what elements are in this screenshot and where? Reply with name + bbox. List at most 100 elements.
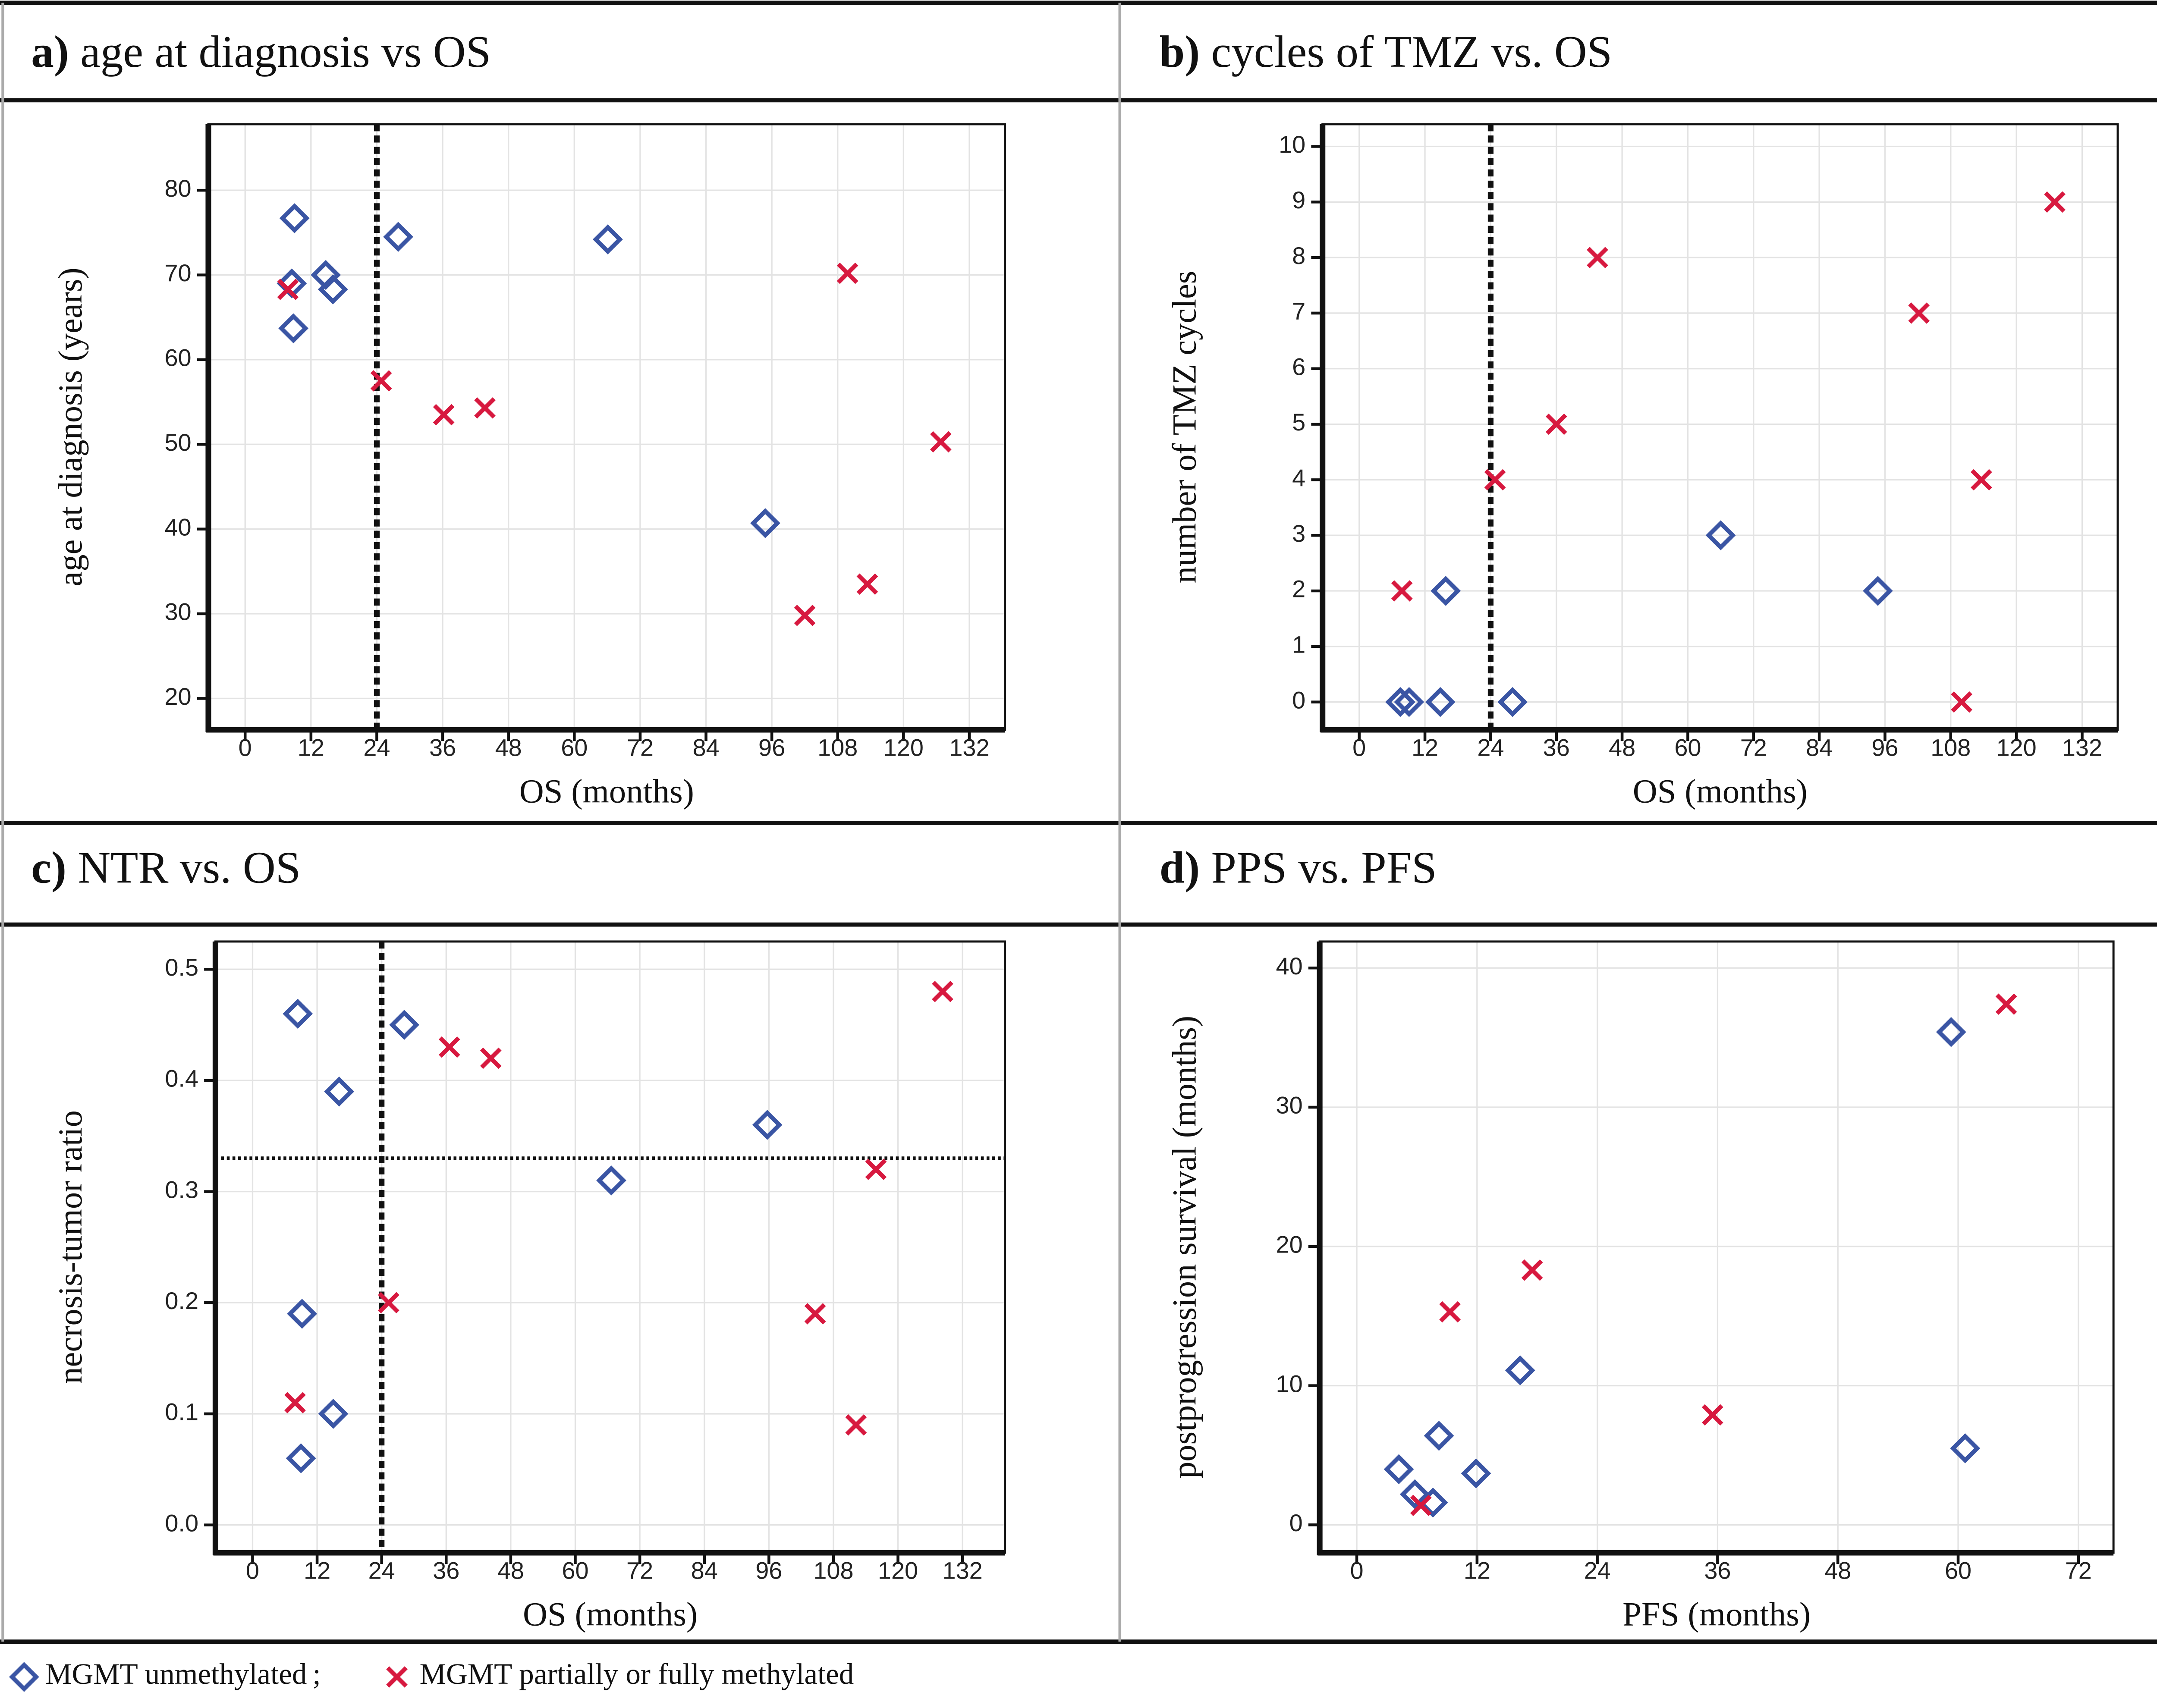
x-tick-label: 96 xyxy=(758,735,785,761)
x-tick-label: 12 xyxy=(298,735,324,761)
diamond-point xyxy=(750,508,780,538)
diamond-point xyxy=(1497,687,1528,717)
diamond-point xyxy=(287,1299,318,1329)
cross-point xyxy=(1410,1494,1432,1516)
x-tick-label: 120 xyxy=(884,735,924,761)
y-tick-label: 1 xyxy=(1292,631,1305,658)
cross-point xyxy=(1484,469,1506,491)
diamond-point xyxy=(279,203,310,233)
diamond-point xyxy=(1863,576,1893,606)
diamond-point xyxy=(1936,1017,1966,1047)
title-text: NTR vs. OS xyxy=(78,842,301,893)
diamond-point xyxy=(283,998,313,1029)
panel-label: d) xyxy=(1160,842,1200,893)
diamond-point xyxy=(1383,1454,1414,1485)
title-text: age at diagnosis vs OS xyxy=(80,26,491,77)
diamond-point xyxy=(318,274,348,305)
x-tick-label: 36 xyxy=(433,1557,459,1584)
y-tick-label: 7 xyxy=(1292,298,1305,325)
y-tick-label: 30 xyxy=(1276,1092,1303,1119)
cross-point xyxy=(1701,1404,1723,1426)
x-tick-label: 12 xyxy=(1412,735,1438,761)
cross-point xyxy=(480,1047,502,1069)
legend-label: MGMT unmethylated xyxy=(45,1658,307,1690)
diamond-point xyxy=(752,1110,783,1140)
y-tick-label: 9 xyxy=(1292,187,1305,214)
cross-point xyxy=(1587,247,1608,268)
cross-point xyxy=(284,1392,306,1413)
x-tick-label: 12 xyxy=(1464,1557,1490,1584)
y-tick-label: 0.4 xyxy=(165,1065,198,1092)
y-tick-label: 40 xyxy=(1276,953,1303,980)
x-tick-label: 96 xyxy=(755,1557,782,1584)
x-tick-label: 36 xyxy=(1704,1557,1731,1584)
x-tick-label: 24 xyxy=(1477,735,1504,761)
x-tick-label: 120 xyxy=(878,1557,918,1584)
x-tick-label: 132 xyxy=(949,735,989,761)
x-tick-label: 84 xyxy=(692,735,719,761)
cross-point xyxy=(794,605,816,626)
plot-frame xyxy=(1321,123,2119,731)
x-axis-label: OS (months) xyxy=(519,773,694,810)
y-tick-label: 0.2 xyxy=(165,1287,198,1314)
cross-point xyxy=(370,370,392,392)
diamond-point xyxy=(592,224,623,254)
x-tick-label: 60 xyxy=(562,1557,588,1584)
y-tick-label: 20 xyxy=(164,683,191,710)
diamond-point xyxy=(1425,687,1456,717)
diamond-point xyxy=(324,1076,355,1107)
y-tick-label: 0.0 xyxy=(165,1510,198,1536)
x-axis-label: PFS (months) xyxy=(1622,1596,1811,1633)
cross-point xyxy=(474,397,496,419)
title-text: PPS vs. PFS xyxy=(1211,842,1437,893)
panel-title: b) cycles of TMZ vs. OS xyxy=(1160,26,1612,77)
cross-point xyxy=(865,1159,887,1180)
y-axis-label: postprogression survival (months) xyxy=(1166,1016,1203,1479)
x-tick-label: 60 xyxy=(1945,1557,1971,1584)
y-tick-label: 0.3 xyxy=(165,1176,198,1203)
x-tick-label: 48 xyxy=(1609,735,1635,761)
x-tick-label: 60 xyxy=(561,735,588,761)
panel-title: a) age at diagnosis vs OS xyxy=(31,26,491,77)
y-tick-label: 40 xyxy=(164,514,191,540)
cross-point xyxy=(277,279,299,300)
cross-point xyxy=(1951,691,1973,713)
diamond-point xyxy=(596,1165,626,1196)
x-tick-label: 84 xyxy=(1806,735,1833,761)
x-tick-label: 48 xyxy=(495,735,522,761)
panel-label: b) xyxy=(1160,26,1200,77)
diamond-point xyxy=(1385,687,1415,717)
y-axis-label: necrosis-tumor ratio xyxy=(52,1110,89,1384)
panel-frames xyxy=(0,0,2157,1644)
x-axis-label: OS (months) xyxy=(1633,773,1808,810)
diamond-point xyxy=(1399,1479,1430,1510)
y-tick-label: 0.5 xyxy=(165,954,198,981)
x-tick-label: 24 xyxy=(368,1557,395,1584)
y-tick-label: 4 xyxy=(1292,465,1305,491)
y-tick-label: 70 xyxy=(164,260,191,286)
diamond-point xyxy=(318,1399,349,1429)
title-text: cycles of TMZ vs. OS xyxy=(1211,26,1613,77)
diamond-point xyxy=(1705,520,1736,550)
cross-point xyxy=(932,981,953,1002)
y-tick-label: 80 xyxy=(164,175,191,202)
cross-point xyxy=(1521,1259,1543,1281)
diamond-point xyxy=(1424,1421,1454,1451)
diamond-point xyxy=(286,1443,316,1473)
x-tick-label: 24 xyxy=(363,735,390,761)
x-tick-label: 48 xyxy=(1824,1557,1851,1584)
cross-point xyxy=(378,1292,399,1314)
y-tick-label: 6 xyxy=(1292,354,1305,380)
y-tick-label: 20 xyxy=(1276,1231,1303,1258)
cross-point xyxy=(836,262,858,284)
diamond-point xyxy=(1950,1433,1981,1463)
legend-marker xyxy=(386,1666,408,1688)
y-axis-label: number of TMZ cycles xyxy=(1166,271,1203,584)
cross-point xyxy=(930,431,952,453)
x-tick-label: 24 xyxy=(1584,1557,1611,1584)
x-tick-label: 0 xyxy=(1350,1557,1364,1584)
y-tick-label: 5 xyxy=(1292,409,1305,436)
y-tick-label: 60 xyxy=(164,345,191,371)
x-tick-label: 0 xyxy=(246,1557,259,1584)
